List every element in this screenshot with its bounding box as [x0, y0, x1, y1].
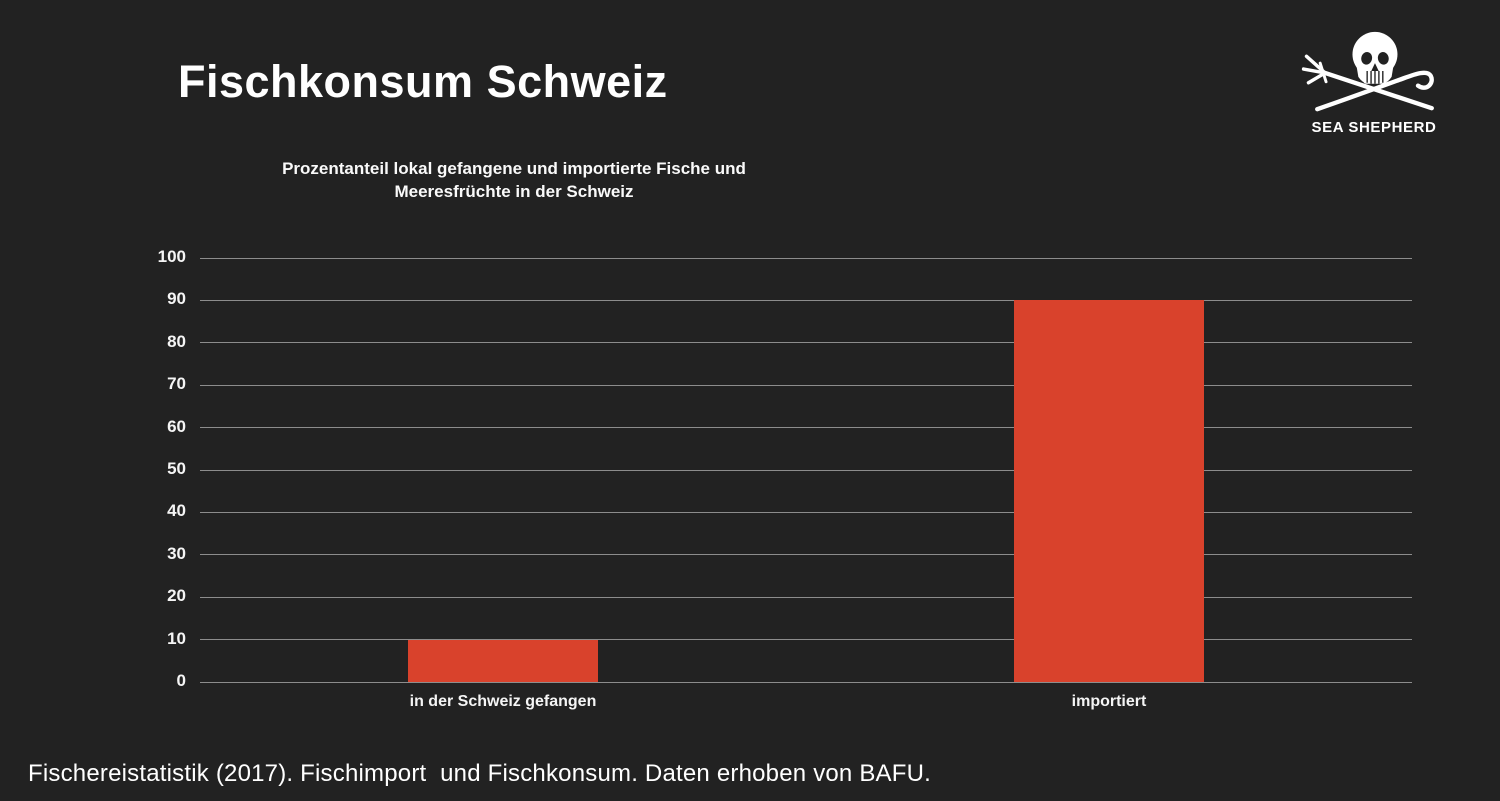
- gridline-30: [200, 554, 1412, 556]
- gridline-50: [200, 469, 1412, 471]
- y-tick-label-30: 30: [167, 543, 186, 563]
- y-tick-label-60: 60: [167, 416, 186, 436]
- bar-local: [408, 639, 598, 682]
- y-tick-label-40: 40: [167, 501, 186, 521]
- gridline-40: [200, 511, 1412, 513]
- source-caption: Fischereistatistik (2017). Fischimport u…: [28, 760, 932, 787]
- y-tick-label-20: 20: [167, 586, 186, 606]
- gridline-70: [200, 384, 1412, 386]
- y-tick-label-50: 50: [167, 459, 186, 478]
- chart-subtitle-line2: Meeresfrüchte in der Schweiz: [394, 182, 634, 201]
- y-tick-label-10: 10: [167, 628, 186, 648]
- y-tick-label-100: 100: [157, 247, 186, 266]
- y-tick-label-70: 70: [167, 374, 186, 394]
- y-tick-label-90: 90: [167, 289, 186, 309]
- gridline-0: [200, 681, 1412, 683]
- page-title: Fischkonsum Schweiz: [178, 56, 668, 107]
- y-tick-label-0: 0: [176, 671, 186, 690]
- chart-subtitle: Prozentanteil lokal gefangene und import…: [240, 157, 788, 203]
- gridline-60: [200, 427, 1412, 429]
- gridline-90: [200, 299, 1412, 301]
- x-tick-label-imported: importiert: [1071, 693, 1147, 710]
- logo-label: SEA SHEPHERD: [1311, 119, 1437, 136]
- gridline-100: [200, 257, 1412, 259]
- chart-subtitle-line1: Prozentanteil lokal gefangene und import…: [282, 159, 746, 178]
- x-tick-label-local: in der Schweiz gefangen: [409, 693, 597, 710]
- bar-chart: 0 10 20 30 40 50 60 70 80 90 100 in der Schweiz gef…: [158, 247, 1412, 710]
- y-tick-label-80: 80: [167, 331, 186, 351]
- gridline-80: [200, 342, 1412, 344]
- sea-shepherd-logo: SEA SHEPHERD: [1300, 26, 1448, 136]
- sea-shepherd-jolly-roger-icon: [1301, 31, 1434, 112]
- bar-imported: [1014, 300, 1204, 682]
- gridline-10: [200, 639, 1412, 641]
- gridline-20: [200, 596, 1412, 598]
